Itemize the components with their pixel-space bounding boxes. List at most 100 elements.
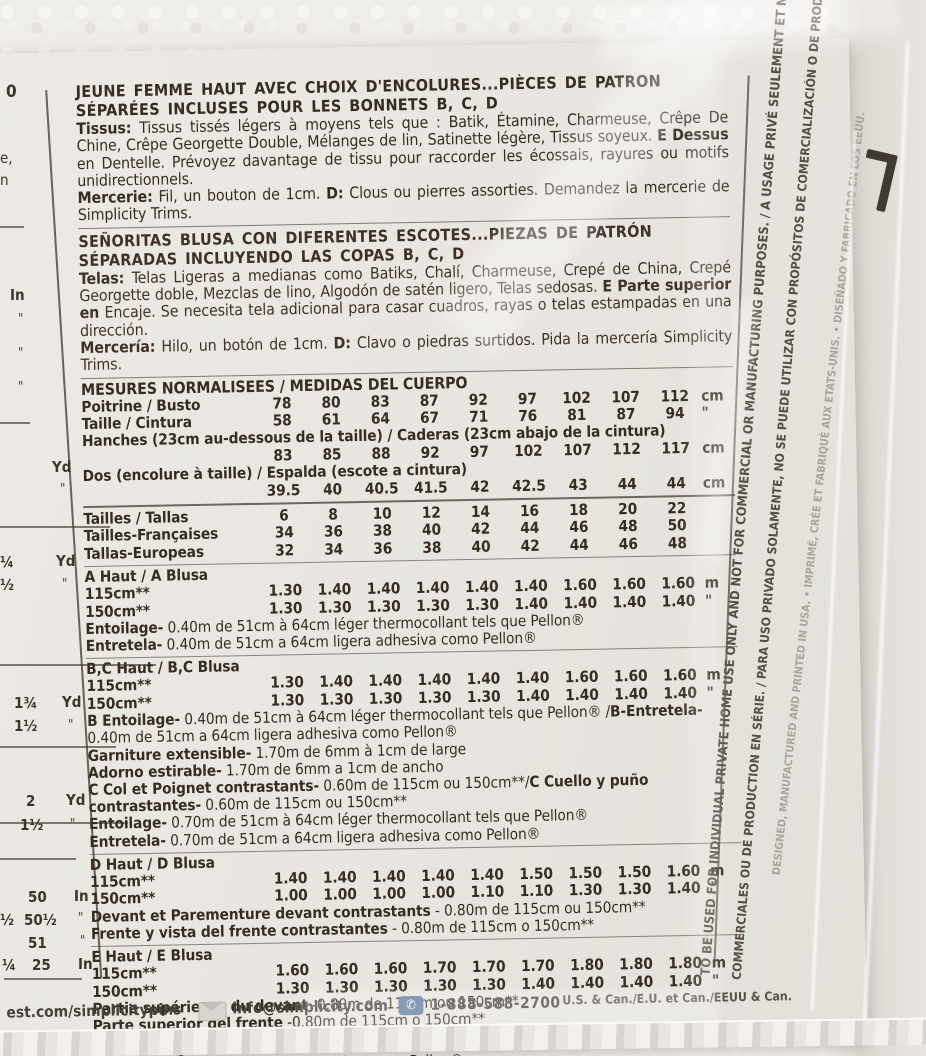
value-cell: 40 — [421, 520, 442, 540]
value-cell: 1.60 — [613, 667, 648, 686]
yardage-section: A Haut / A Blusa 115cm** 1.30 1.40 1.40 1.4… — [84, 554, 738, 656]
left-margin-fragment: " — [68, 718, 74, 733]
email-address: info@simplicity.com — [232, 996, 388, 1018]
french-fabrics-paragraph: Tissus: Tissus tissés légers à moyens te… — [76, 107, 729, 191]
value-cell: 1.50 — [617, 862, 652, 882]
value-cell: 36 — [373, 539, 393, 558]
value-cell: 1.40 — [563, 593, 598, 612]
body-measurements-table: MESURES NORMALISEES / MEDIDAS DEL CUERPO… — [80, 365, 736, 504]
row-label — [83, 482, 259, 503]
value-cell: 107 — [563, 440, 592, 460]
value-cell: 46 — [618, 534, 638, 554]
value-cell: 1.60 — [661, 574, 696, 593]
left-margin-rule — [0, 822, 128, 824]
value-cell: 1.40 — [415, 578, 450, 598]
value-cell: 1.40 — [464, 577, 499, 597]
left-margin-rule — [0, 858, 76, 860]
row-unit: cm — [702, 438, 725, 457]
left-margin-fragment: " — [78, 911, 84, 926]
value-cell: 83 — [370, 392, 390, 411]
value-cell: 1.30 — [268, 581, 303, 600]
left-margin-fragment: " — [60, 482, 66, 497]
value-cell: 1.60 — [662, 666, 697, 685]
left-margin-fragment: " — [70, 817, 76, 832]
left-margin-fragment: " — [80, 934, 86, 949]
value-cell: 1.70 — [422, 958, 457, 978]
value-cell: 38 — [422, 538, 442, 557]
spanish-section: SEÑORITAS BLUSA CON DIFERENTES ESCOTES..… — [78, 215, 733, 374]
yardage-section: B,C Haut / B,C Blusa 115cm** 1.30 1.40 1.4… — [85, 646, 742, 851]
row-unit: cm — [701, 385, 724, 405]
value-cell: 34 — [324, 540, 344, 559]
value-cell: 12 — [421, 503, 441, 522]
value-cell: 1.50 — [519, 864, 554, 884]
value-cell: 92 — [468, 390, 488, 409]
left-margin-fragment: Yd — [62, 693, 82, 711]
value-cell: 1.40 — [513, 576, 548, 596]
value-cell: 10 — [372, 504, 392, 523]
value-cell: 32 — [274, 541, 295, 560]
left-margin-fragment: In — [78, 955, 93, 973]
value-cell: 1.40 — [317, 580, 352, 600]
left-margin-fragment: ½ — [0, 576, 14, 594]
pinterest-url: est.com/simplicitypins — [6, 1000, 182, 1022]
value-cell: 1.40 — [273, 868, 308, 888]
value-cell: 112 — [612, 439, 641, 459]
value-cell: 1.40 — [322, 868, 357, 887]
value-cell: 1.60 — [373, 959, 408, 978]
main-instructions-column: JEUNE FEMME HAUT AVEC CHOIX D'ENCOLURES.… — [75, 70, 746, 1056]
value-cell: 34 — [274, 523, 294, 542]
value-cell: 80 — [321, 392, 341, 412]
value-cell: 36 — [323, 522, 344, 542]
value-cell: 16 — [519, 501, 540, 521]
left-margin-fragment: 1¾ — [14, 694, 38, 712]
value-cell: 1.70 — [471, 957, 506, 977]
value-cell: 8 — [328, 505, 338, 524]
value-cell: 50 — [667, 516, 687, 535]
left-margin-rule — [0, 226, 24, 228]
left-margin-rule — [0, 746, 116, 748]
left-margin-fragment: ¼ — [0, 553, 14, 571]
value-cell: 1.40 — [371, 867, 406, 886]
left-margin-fragment: " — [18, 312, 24, 327]
value-cell: 1.40 — [420, 866, 455, 885]
left-margin-fragment: In — [74, 887, 89, 905]
left-margin-rule — [4, 978, 82, 980]
value-cell: 1.40 — [612, 592, 647, 612]
value-cell: 1.40 — [661, 591, 696, 611]
value-cell: 38 — [372, 521, 393, 541]
phone-number: 1-888-588-2700 — [430, 993, 561, 1014]
row-label: Tallas-Europeas — [83, 542, 205, 563]
yardage-section: D Haut / D Blusa 115cm** 1.40 1.40 1.40 1.4… — [89, 841, 744, 944]
value-cell: 6 — [279, 506, 289, 525]
left-margin-fragment: 0 — [6, 82, 17, 102]
value-cell: 20 — [618, 499, 638, 519]
value-cell: 78 — [272, 393, 292, 413]
value-cell: 1.40 — [466, 669, 501, 689]
value-cell: 1.30 — [617, 880, 652, 899]
value-cell: 107 — [611, 387, 640, 406]
left-margin-rule — [0, 422, 30, 424]
value-cell: 48 — [618, 517, 638, 536]
phone-regions: U.S. & Can./E.U. et Can./EEUU & Can. — [562, 989, 793, 1008]
value-cell: 44 — [520, 519, 540, 538]
left-margin-fragment: " — [18, 380, 24, 395]
value-cell: 1.40 — [666, 879, 701, 898]
email-envelope-icon — [198, 1001, 227, 1022]
value-cell: 97 — [517, 389, 538, 408]
value-cell: 42.5 — [512, 476, 546, 495]
value-cell: 1.70 — [520, 956, 555, 976]
left-margin-fragment: ¼ — [2, 956, 16, 974]
value-cell: 112 — [660, 386, 690, 406]
value-cell: 87 — [419, 391, 439, 410]
value-cell: 1.40 — [366, 579, 401, 599]
value-cell: 40.5 — [364, 478, 399, 498]
left-margin-fragment: 1½ — [14, 717, 38, 735]
value-cell: 44 — [617, 474, 637, 493]
left-margin-rule — [0, 526, 110, 528]
value-cell: 1.60 — [666, 861, 701, 881]
left-margin-fragment: Yd — [66, 791, 86, 809]
value-cell: 1.40 — [319, 672, 354, 692]
value-cell: 94 — [665, 404, 685, 423]
